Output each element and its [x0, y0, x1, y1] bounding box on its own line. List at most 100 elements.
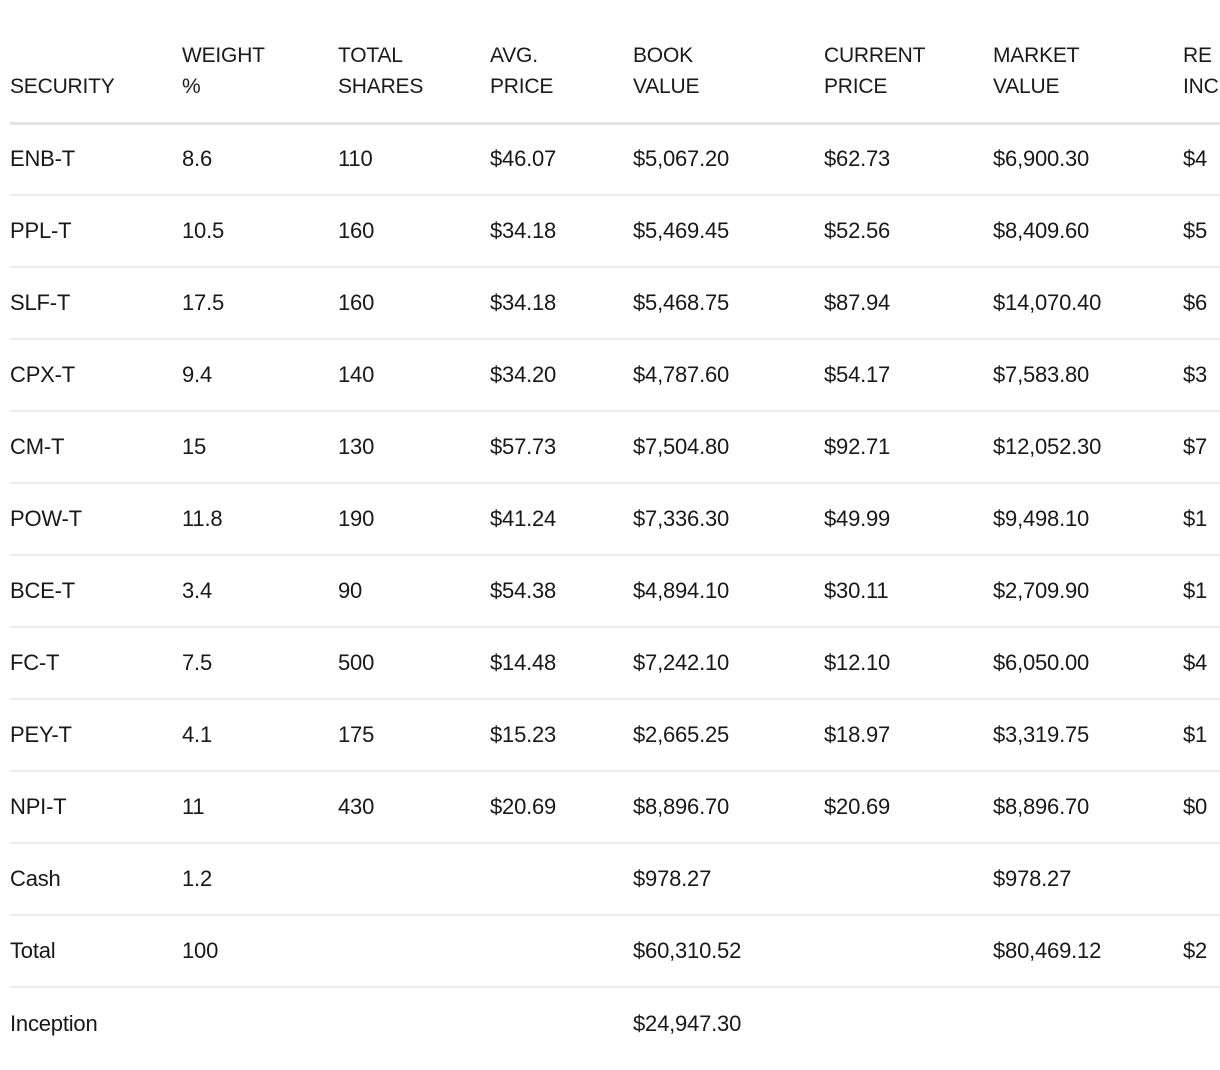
table-row: PPL-T 10.5 160 $34.18 $5,469.45 $52.56 $8,409.… [10, 195, 1220, 267]
cell-avg-price: $57.73 [490, 434, 557, 459]
cell-total-shares [338, 915, 490, 987]
column-header-avg-price: AVG. PRICE [490, 43, 554, 98]
cell-current-price [824, 843, 993, 915]
cell-weight-pct: 1.2 [182, 866, 212, 891]
cell-weight-pct: 3.4 [182, 578, 212, 603]
cell-weight-pct: 4.1 [182, 722, 212, 747]
cell-market-value [993, 987, 1183, 1059]
cell-book-value: $4,787.60 [633, 362, 730, 387]
cell-current-price: $30.11 [824, 578, 889, 603]
cell-current-price: $18.97 [824, 722, 891, 747]
table-row: Inception $24,947.30 [10, 987, 1220, 1059]
cell-market-value: $9,498.10 [993, 506, 1090, 531]
table-row: FC-T 7.5 500 $14.48 $7,242.10 $12.10 $6,050.00… [10, 627, 1220, 699]
cell-avg-price: $14.48 [490, 650, 557, 675]
cell-book-value: $978.27 [633, 866, 712, 891]
cell-current-price: $20.69 [824, 794, 891, 819]
cell-return-truncated [1183, 843, 1220, 915]
cell-security: NPI-T [10, 794, 67, 819]
header-row: SECURITY WEIGHT% TOTAL SHARES AVG. PRICE BOOK V… [10, 0, 1220, 123]
cell-market-value: $2,709.90 [993, 578, 1090, 603]
table-row: ENB-T 8.6 110 $46.07 $5,067.20 $62.73 $6,900.3… [10, 123, 1220, 195]
cell-return-truncated: $3 [1183, 362, 1208, 387]
cell-market-value: $12,052.30 [993, 434, 1102, 459]
column-header-market-value: MARKET VALUE [993, 43, 1080, 98]
column-header-security: SECURITY [10, 74, 115, 98]
cell-return-truncated: $4 [1183, 146, 1208, 172]
cell-avg-price [490, 987, 633, 1059]
cell-weight-pct: 11 [182, 794, 205, 819]
table-row: NPI-T 11 430 $20.69 $8,896.70 $20.69 $8,896.70… [10, 771, 1220, 843]
cell-book-value: $5,468.75 [633, 290, 730, 315]
table-row: CPX-T 9.4 140 $34.20 $4,787.60 $54.17 $7,583.8… [10, 339, 1220, 411]
cell-return-truncated: $1 [1183, 506, 1208, 531]
cell-market-value: $978.27 [993, 866, 1072, 891]
cell-total-shares [338, 987, 490, 1059]
holdings-table: SECURITY WEIGHT% TOTAL SHARES AVG. PRICE BOOK V… [10, 0, 1220, 1059]
cell-security: CM-T [10, 434, 65, 459]
cell-current-price: $54.17 [824, 362, 891, 387]
cell-total-shares: 430 [338, 794, 375, 819]
cell-avg-price: $41.24 [490, 506, 557, 531]
cell-book-value: $2,665.25 [633, 722, 730, 747]
column-header-book-value: BOOK VALUE [633, 43, 700, 98]
cell-weight-pct: 8.6 [182, 146, 212, 172]
cell-weight-pct: 9.4 [182, 362, 212, 387]
cell-return-truncated: $6 [1183, 290, 1208, 315]
cell-return-truncated: $1 [1183, 578, 1208, 603]
cell-current-price: $62.73 [824, 146, 891, 172]
cell-current-price: $92.71 [824, 434, 891, 459]
table-row: CM-T 15 130 $57.73 $7,504.80 $92.71 $12,052.30… [10, 411, 1220, 483]
cell-total-shares: 110 [338, 146, 373, 172]
table-row: Total 100 $60,310.52 $80,469.12 $2 [10, 915, 1220, 987]
cell-market-value: $7,583.80 [993, 362, 1090, 387]
cell-return-truncated: $5 [1183, 218, 1208, 243]
column-header-current-price: CURRENT PRICE [824, 43, 926, 98]
cell-security: PPL-T [10, 218, 72, 243]
cell-market-value: $8,409.60 [993, 218, 1090, 243]
cell-book-value: $5,469.45 [633, 218, 730, 243]
cell-current-price [824, 915, 993, 987]
cell-return-truncated: $1 [1183, 722, 1208, 747]
cell-avg-price [490, 915, 633, 987]
cell-security: PEY-T [10, 722, 72, 747]
cell-current-price [824, 987, 993, 1059]
column-header-weight-pct: WEIGHT% [182, 43, 265, 98]
cell-security: Cash [10, 866, 61, 891]
cell-current-price: $87.94 [824, 290, 891, 315]
cell-total-shares [338, 843, 490, 915]
cell-book-value: $24,947.30 [633, 1010, 742, 1036]
cell-avg-price [490, 843, 633, 915]
cell-security: ENB-T [10, 146, 76, 172]
cell-return-truncated: $0 [1183, 794, 1208, 819]
cell-return-truncated: $2 [1183, 938, 1208, 963]
cell-avg-price: $15.23 [490, 722, 557, 747]
cell-total-shares: 190 [338, 506, 375, 531]
cell-total-shares: 160 [338, 290, 375, 315]
table-row: PEY-T 4.1 175 $15.23 $2,665.25 $18.97 $3,319.7… [10, 699, 1220, 771]
cell-weight-pct: 17.5 [182, 290, 225, 315]
cell-avg-price: $54.38 [490, 578, 557, 603]
cell-weight-pct: 15 [182, 434, 207, 459]
cell-book-value: $4,894.10 [633, 578, 730, 603]
table-row: Cash 1.2 $978.27 $978.27 [10, 843, 1220, 915]
cell-market-value: $14,070.40 [993, 290, 1102, 315]
cell-avg-price: $20.69 [490, 794, 557, 819]
cell-current-price: $52.56 [824, 218, 891, 243]
cell-security: BCE-T [10, 578, 76, 603]
cell-security: POW-T [10, 506, 82, 531]
cell-total-shares: 130 [338, 434, 375, 459]
cell-weight-pct: 100 [182, 938, 219, 963]
cell-avg-price: $34.18 [490, 290, 557, 315]
cell-weight-pct: 10.5 [182, 218, 225, 243]
cell-book-value: $7,336.30 [633, 506, 730, 531]
table-body: ENB-T 8.6 110 $46.07 $5,067.20 $62.73 $6,900.3… [10, 123, 1220, 1059]
column-header-total-shares: TOTAL SHARES [338, 43, 424, 98]
cell-total-shares: 500 [338, 650, 375, 675]
cell-total-shares: 160 [338, 218, 375, 243]
cell-return-truncated: $7 [1183, 434, 1208, 459]
cell-book-value: $5,067.20 [633, 146, 730, 172]
table-row: BCE-T 3.4 90 $54.38 $4,894.10 $30.11 $2,709.90… [10, 555, 1220, 627]
cell-market-value: $3,319.75 [993, 722, 1090, 747]
